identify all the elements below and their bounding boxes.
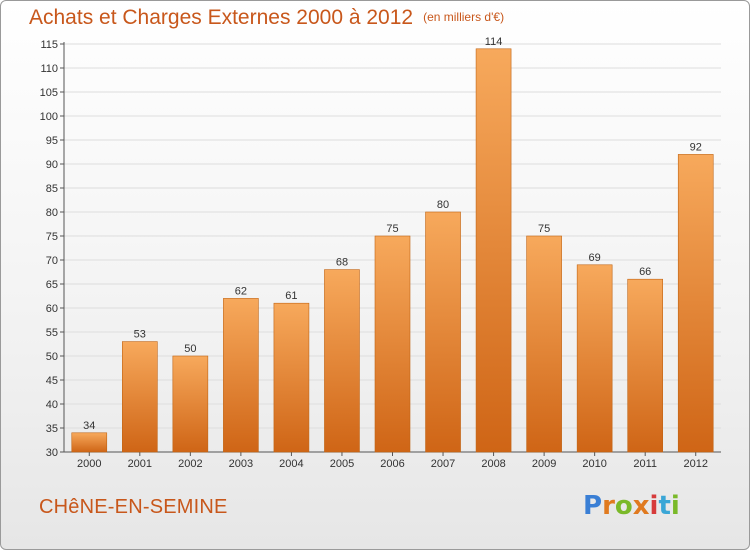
- bar: [576, 264, 613, 453]
- chart-title-text: Achats et Charges Externes 2000 à 2012: [29, 6, 414, 29]
- bar: [223, 298, 259, 453]
- y-tick-label: 35: [46, 423, 58, 435]
- y-tick-label: 110: [40, 63, 58, 75]
- y-tick-label: 70: [46, 255, 58, 267]
- bar: [677, 154, 714, 453]
- x-tick-label: 2007: [431, 458, 455, 470]
- data-label: 61: [285, 290, 297, 302]
- y-tick-label: 40: [46, 399, 58, 411]
- bar: [273, 302, 310, 453]
- data-label: 53: [134, 329, 146, 341]
- bar: [122, 341, 158, 453]
- chart-title: Achats et Charges Externes 2000 à 2012 (e…: [29, 6, 504, 30]
- x-tick-label: 2004: [279, 458, 303, 470]
- y-tick-label: 90: [46, 159, 58, 171]
- data-label: 80: [437, 199, 449, 211]
- y-tick-label: 75: [46, 231, 58, 243]
- y-tick-label: 80: [46, 207, 58, 219]
- x-tick-label: 2005: [330, 458, 354, 470]
- bar: [71, 432, 108, 453]
- bar: [475, 48, 512, 453]
- y-tick-label: 85: [46, 183, 58, 195]
- x-tick-label: 2008: [481, 458, 505, 470]
- x-tick-label: 2002: [178, 458, 202, 470]
- x-tick-label: 2000: [77, 458, 101, 470]
- chart-subtitle: (en milliers d'€): [423, 10, 505, 24]
- data-label: 92: [690, 141, 702, 153]
- bar: [526, 235, 562, 453]
- x-tick-label: 2003: [229, 458, 253, 470]
- y-tick-label: 50: [46, 351, 58, 363]
- brand-letter: i: [649, 491, 659, 521]
- brand-logo: Proxiti: [583, 491, 680, 521]
- data-labels: 34 53 50 62 61 68 75 80 114 75 69 66 92: [83, 36, 702, 432]
- data-label: 75: [386, 223, 398, 235]
- y-tick-label: 100: [40, 111, 58, 123]
- brand-letter: x: [632, 491, 650, 521]
- bar: [425, 211, 461, 453]
- brand-letter: r: [602, 491, 615, 521]
- commune-name: CHêNE-EN-SEMINE: [39, 496, 228, 518]
- brand-letter: t: [658, 491, 671, 521]
- y-tick-label: 60: [46, 303, 58, 315]
- y-tick-label: 65: [46, 279, 58, 291]
- bar: [324, 269, 360, 453]
- x-tick-label: 2012: [683, 458, 707, 470]
- y-tick-label: 95: [46, 135, 58, 147]
- x-tick-label: 2011: [633, 458, 657, 470]
- data-label: 114: [485, 36, 503, 48]
- y-tick-label: 30: [46, 447, 58, 459]
- y-tick-label: 115: [40, 39, 58, 51]
- x-tick-label: 2001: [128, 458, 152, 470]
- bar: [172, 355, 209, 453]
- brand-letter: P: [583, 491, 603, 521]
- data-label: 50: [184, 343, 196, 355]
- y-tick-label: 55: [46, 327, 58, 339]
- brand-letter: o: [614, 491, 633, 521]
- data-label: 62: [235, 285, 247, 297]
- x-tick-label: 2010: [582, 458, 606, 470]
- y-tick-label: 105: [40, 87, 58, 99]
- data-label: 69: [589, 252, 601, 264]
- bar: [627, 278, 663, 453]
- data-label: 66: [639, 266, 651, 278]
- x-tick-label: 2009: [532, 458, 556, 470]
- data-label: 34: [83, 420, 95, 432]
- data-label: 75: [538, 223, 550, 235]
- x-tick-label: 2006: [380, 458, 404, 470]
- brand-letter: i: [670, 491, 680, 521]
- bars: [71, 48, 714, 453]
- y-tick-label: 45: [46, 375, 58, 387]
- data-label: 68: [336, 257, 348, 269]
- bar: [374, 235, 411, 453]
